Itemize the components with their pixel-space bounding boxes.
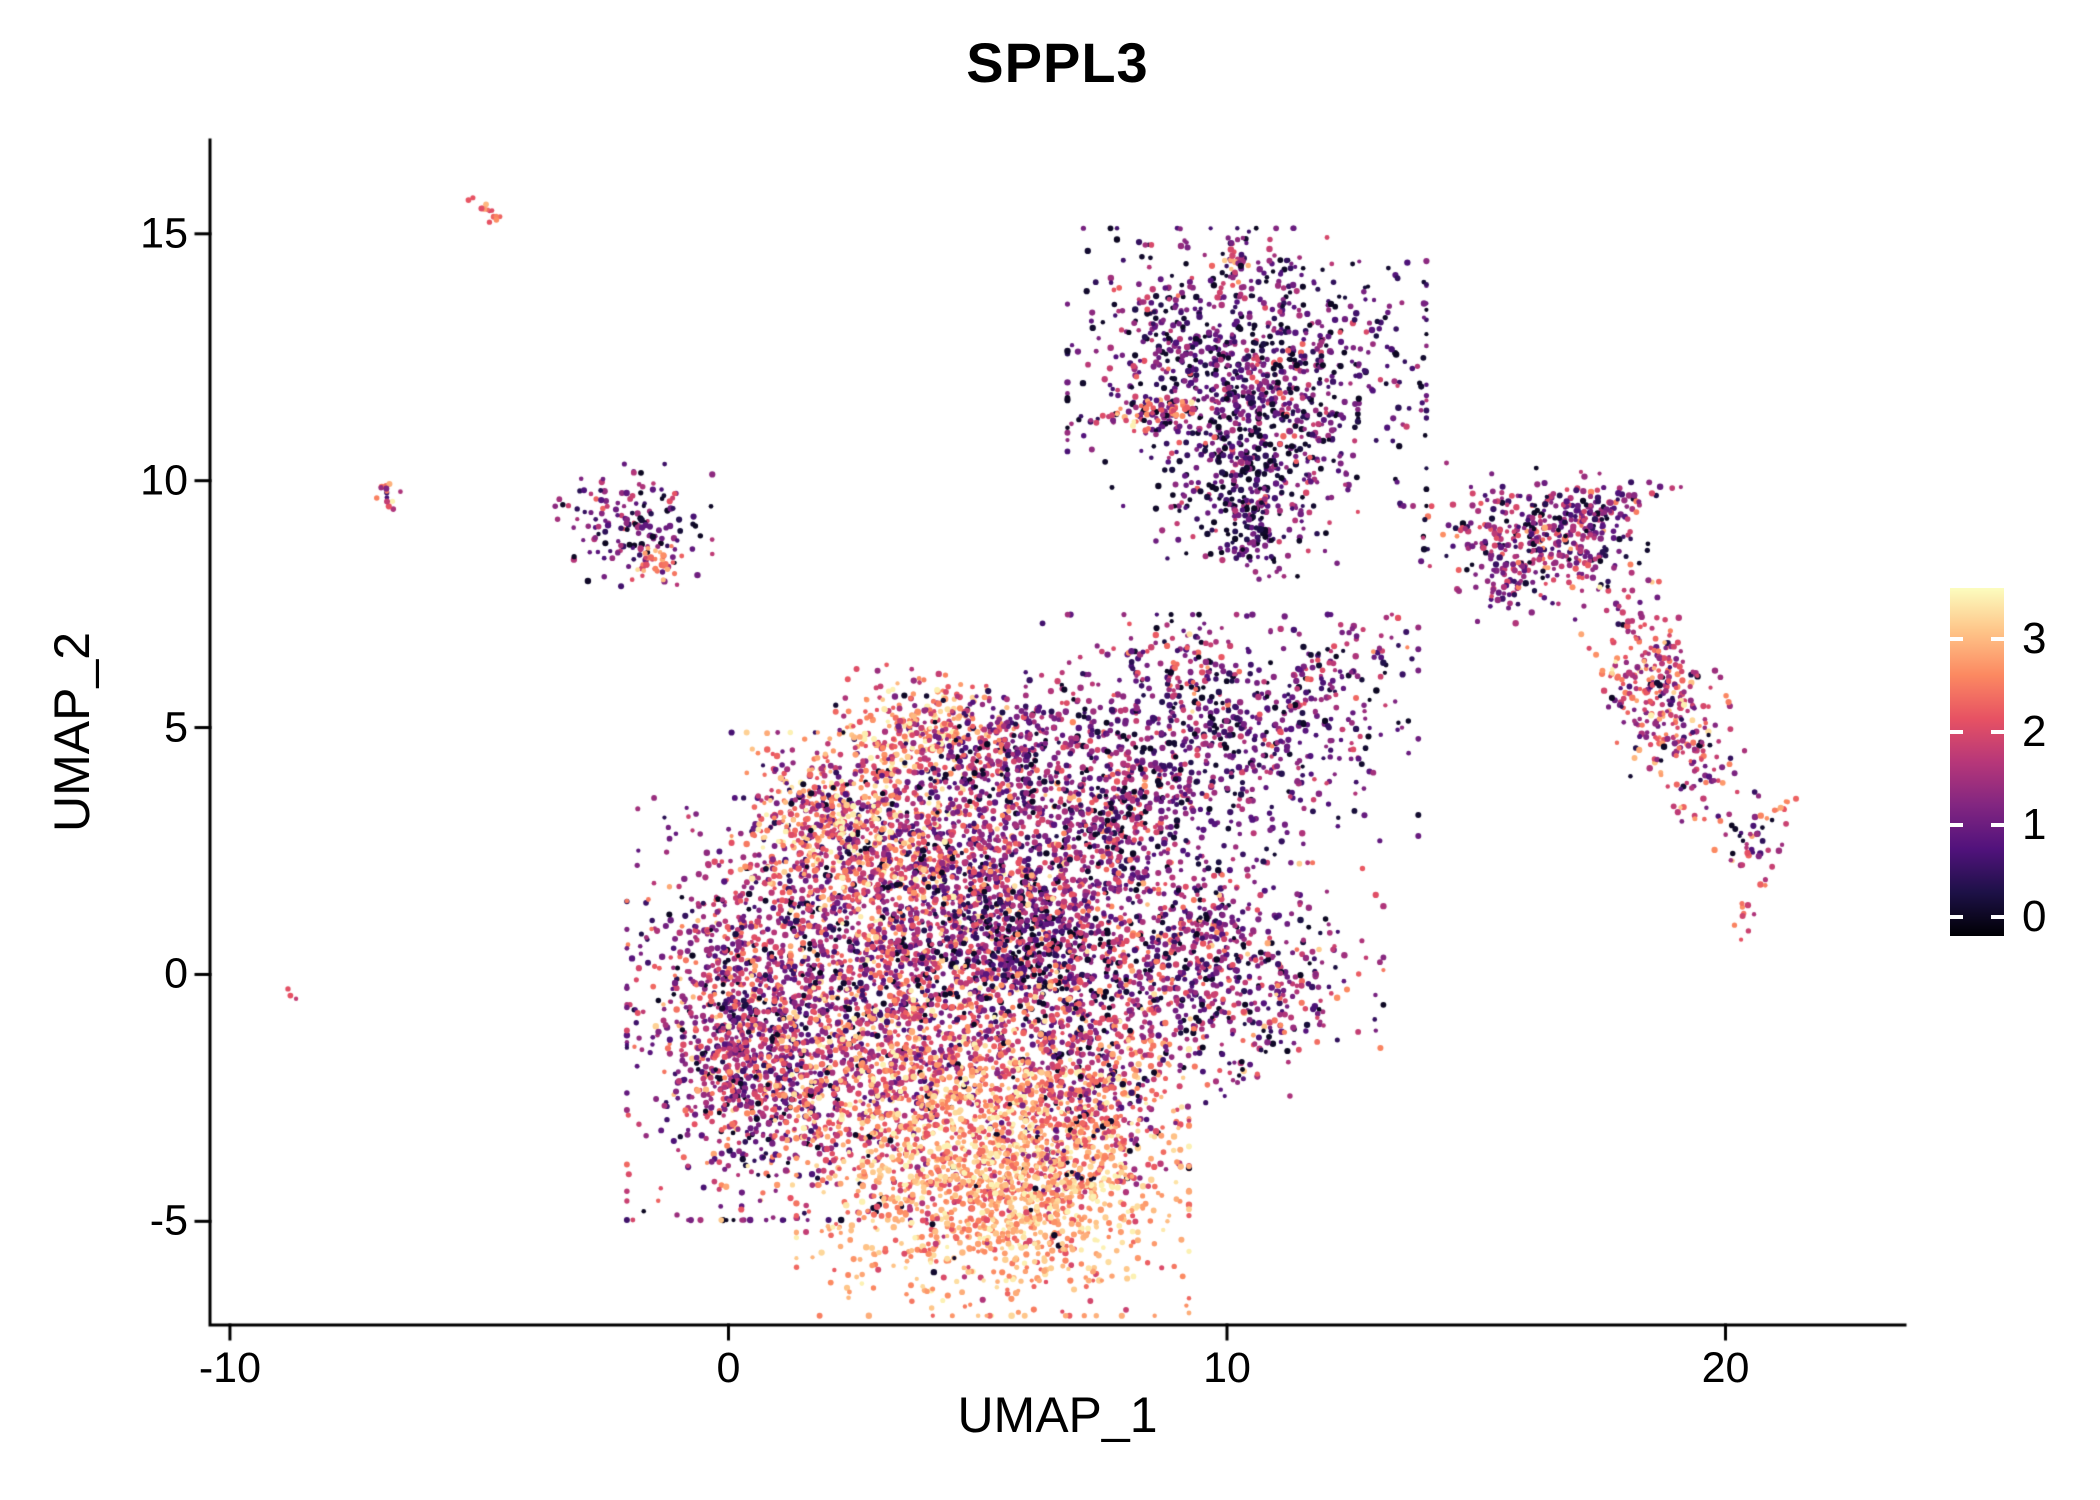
y-axis-label: UMAP_2: [44, 631, 100, 833]
colorbar-tick-mark: [1950, 822, 1963, 827]
colorbar-tick-label: 2: [2022, 706, 2047, 756]
y-tick-label: -5: [149, 1196, 188, 1245]
y-tick-label: 15: [140, 209, 188, 258]
x-tick-label: 10: [1203, 1344, 1251, 1392]
x-tick-label: 20: [1701, 1344, 1750, 1392]
x-tick-label: 0: [716, 1344, 741, 1392]
colorbar-tick-label: 1: [2022, 799, 2047, 849]
colorbar-tick-mark: [1950, 729, 1963, 734]
x-tick-label: -10: [198, 1344, 262, 1392]
y-tick-label: 10: [140, 456, 188, 505]
chart-title: SPPL3: [966, 31, 1149, 94]
y-tick-label: 5: [164, 703, 188, 752]
colorbar-gradient: [1950, 588, 2004, 936]
colorbar-tick-mark: [1991, 637, 2004, 642]
colorbar-tick-label: 0: [2022, 892, 2047, 942]
colorbar-tick-mark: [1991, 729, 2004, 734]
colorbar-tick-label: 3: [2022, 614, 2047, 664]
y-tick-label: 0: [164, 949, 188, 998]
x-axis-label: UMAP_1: [957, 1387, 1158, 1443]
expression-colorbar: 0 1 2 3: [1950, 588, 2046, 941]
colorbar-tick-mark: [1950, 637, 1963, 642]
colorbar-tick-labels: 0 1 2 3: [1950, 588, 2046, 941]
colorbar-tick-mark: [1991, 822, 2004, 827]
colorbar-tick-mark: [1991, 915, 2004, 920]
colorbar-tick-mark: [1950, 915, 1963, 920]
